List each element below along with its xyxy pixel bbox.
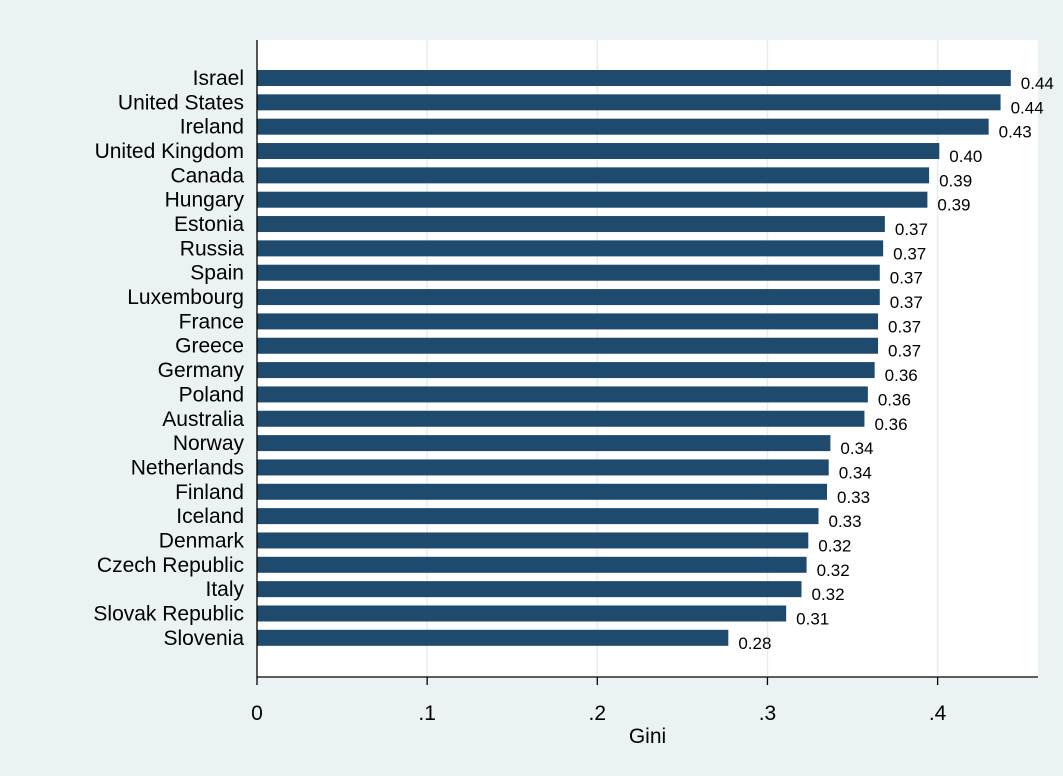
bar-23 [257, 629, 729, 646]
category-label-20: Czech Republic [97, 554, 244, 577]
value-label-9: 0.37 [890, 293, 923, 312]
x-axis-title: Gini [629, 725, 666, 748]
x-tick-label-0: 0 [251, 702, 263, 725]
category-label-8: Spain [190, 262, 244, 285]
bar-15 [257, 435, 831, 452]
bar-16 [257, 459, 829, 476]
value-label-23: 0.28 [738, 634, 771, 653]
bar-7 [257, 240, 884, 257]
category-label-7: Russia [180, 237, 245, 260]
value-label-20: 0.32 [817, 561, 850, 580]
value-label-14: 0.36 [874, 415, 907, 434]
value-label-22: 0.31 [796, 609, 829, 628]
bar-21 [257, 581, 802, 598]
bar-0 [257, 70, 1011, 86]
category-label-18: Iceland [176, 505, 244, 528]
value-label-3: 0.40 [949, 147, 982, 166]
value-label-5: 0.39 [937, 196, 970, 215]
x-tick-label-3: .3 [759, 702, 777, 725]
value-label-18: 0.33 [829, 512, 862, 531]
category-label-6: Estonia [174, 213, 244, 236]
bar-19 [257, 532, 809, 549]
category-label-16: Netherlands [131, 456, 244, 479]
bar-12 [257, 362, 875, 379]
bar-3 [257, 143, 940, 160]
value-label-16: 0.34 [839, 463, 872, 482]
bar-22 [257, 605, 787, 622]
category-label-0: Israel [193, 67, 244, 90]
category-label-19: Denmark [159, 529, 245, 552]
value-label-19: 0.32 [818, 536, 851, 555]
value-label-11: 0.37 [888, 342, 921, 361]
value-label-12: 0.36 [885, 366, 918, 385]
bar-20 [257, 556, 807, 573]
category-label-2: Ireland [180, 116, 244, 139]
x-tick-label-1: .1 [418, 702, 436, 725]
value-label-4: 0.39 [939, 171, 972, 190]
category-label-1: United States [118, 91, 244, 114]
x-tick-label-4: .4 [929, 702, 947, 725]
value-label-15: 0.34 [840, 439, 873, 458]
value-label-10: 0.37 [888, 317, 921, 336]
category-label-22: Slovak Republic [93, 602, 244, 625]
bar-18 [257, 508, 819, 525]
bars [257, 70, 1011, 646]
bar-11 [257, 337, 879, 354]
category-label-12: Germany [158, 359, 245, 382]
bar-17 [257, 483, 828, 500]
value-label-8: 0.37 [890, 269, 923, 288]
bar-10 [257, 313, 879, 330]
category-label-10: France [179, 310, 244, 333]
value-label-2: 0.43 [999, 123, 1032, 142]
category-label-17: Finland [175, 481, 244, 504]
value-label-1: 0.44 [1011, 98, 1044, 117]
category-label-23: Slovenia [163, 627, 244, 650]
category-label-5: Hungary [165, 189, 245, 212]
value-labels: 0.44 0.44 0.43 0.40 0.39 0.39 0.37 0.37 0.37 0.37… [738, 74, 1054, 653]
category-label-14: Australia [162, 408, 244, 431]
category-label-11: Greece [175, 335, 244, 358]
x-ticks: 0 .1 .2 .3 .4 [251, 677, 947, 725]
value-label-13: 0.36 [878, 390, 911, 409]
bar-5 [257, 191, 928, 208]
category-label-4: Canada [170, 164, 244, 187]
value-label-7: 0.37 [893, 244, 926, 263]
bar-8 [257, 264, 880, 281]
category-label-13: Poland [179, 383, 244, 406]
value-label-21: 0.32 [811, 585, 844, 604]
bar-4 [257, 167, 930, 184]
value-label-6: 0.37 [895, 220, 928, 239]
bar-6 [257, 216, 885, 233]
category-label-9: Luxembourg [127, 286, 244, 309]
bar-2 [257, 118, 989, 135]
category-label-21: Italy [205, 578, 244, 601]
category-label-15: Norway [173, 432, 245, 455]
bar-1 [257, 94, 1001, 111]
category-label-3: United Kingdom [95, 140, 244, 163]
bar-14 [257, 410, 865, 427]
value-label-0: 0.44 [1021, 74, 1054, 93]
x-tick-label-2: .2 [589, 702, 607, 725]
bar-13 [257, 386, 868, 403]
value-label-17: 0.33 [837, 488, 870, 507]
bar-9 [257, 289, 880, 306]
